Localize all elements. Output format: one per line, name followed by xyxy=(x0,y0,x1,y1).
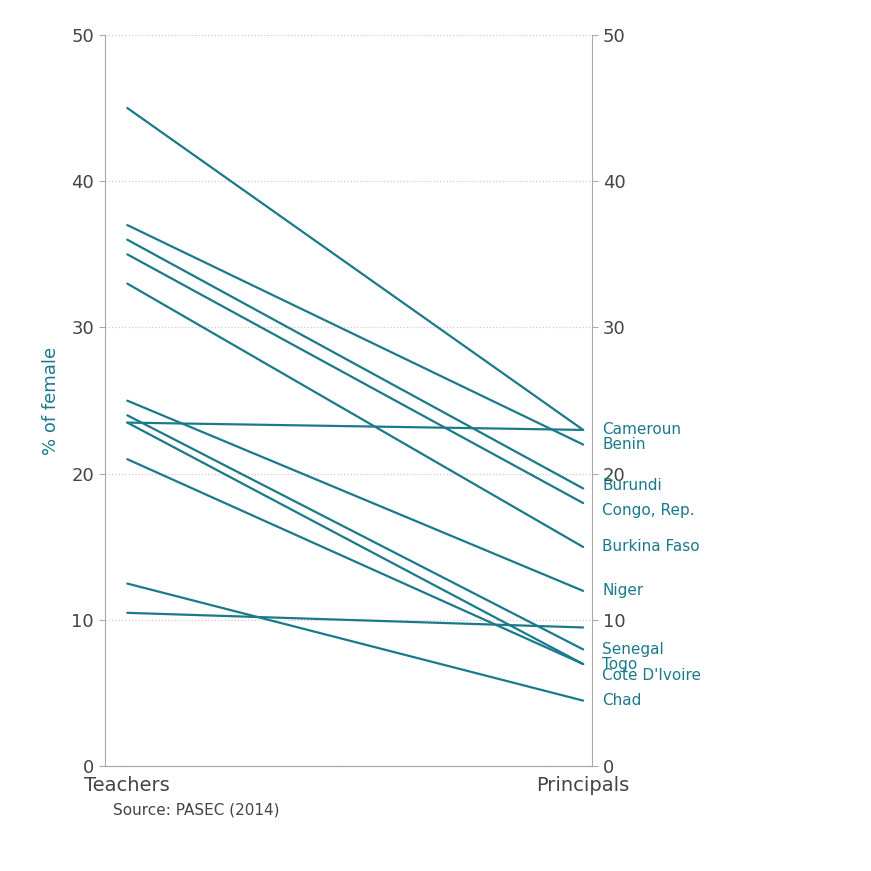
Text: Burkina Faso: Burkina Faso xyxy=(602,539,699,555)
Text: Chad: Chad xyxy=(602,693,641,708)
Y-axis label: % of female: % of female xyxy=(42,347,60,455)
Text: Congo, Rep.: Congo, Rep. xyxy=(602,503,695,518)
Text: Cameroun: Cameroun xyxy=(602,422,681,437)
Text: Burundi: Burundi xyxy=(602,478,662,493)
Text: Cote D'Ivoire: Cote D'Ivoire xyxy=(602,668,701,683)
Text: Niger: Niger xyxy=(602,584,644,598)
Text: Senegal: Senegal xyxy=(602,642,664,657)
Text: Source: PASEC (2014): Source: PASEC (2014) xyxy=(113,802,280,817)
Text: Togo: Togo xyxy=(602,657,638,672)
Text: Benin: Benin xyxy=(602,437,645,452)
